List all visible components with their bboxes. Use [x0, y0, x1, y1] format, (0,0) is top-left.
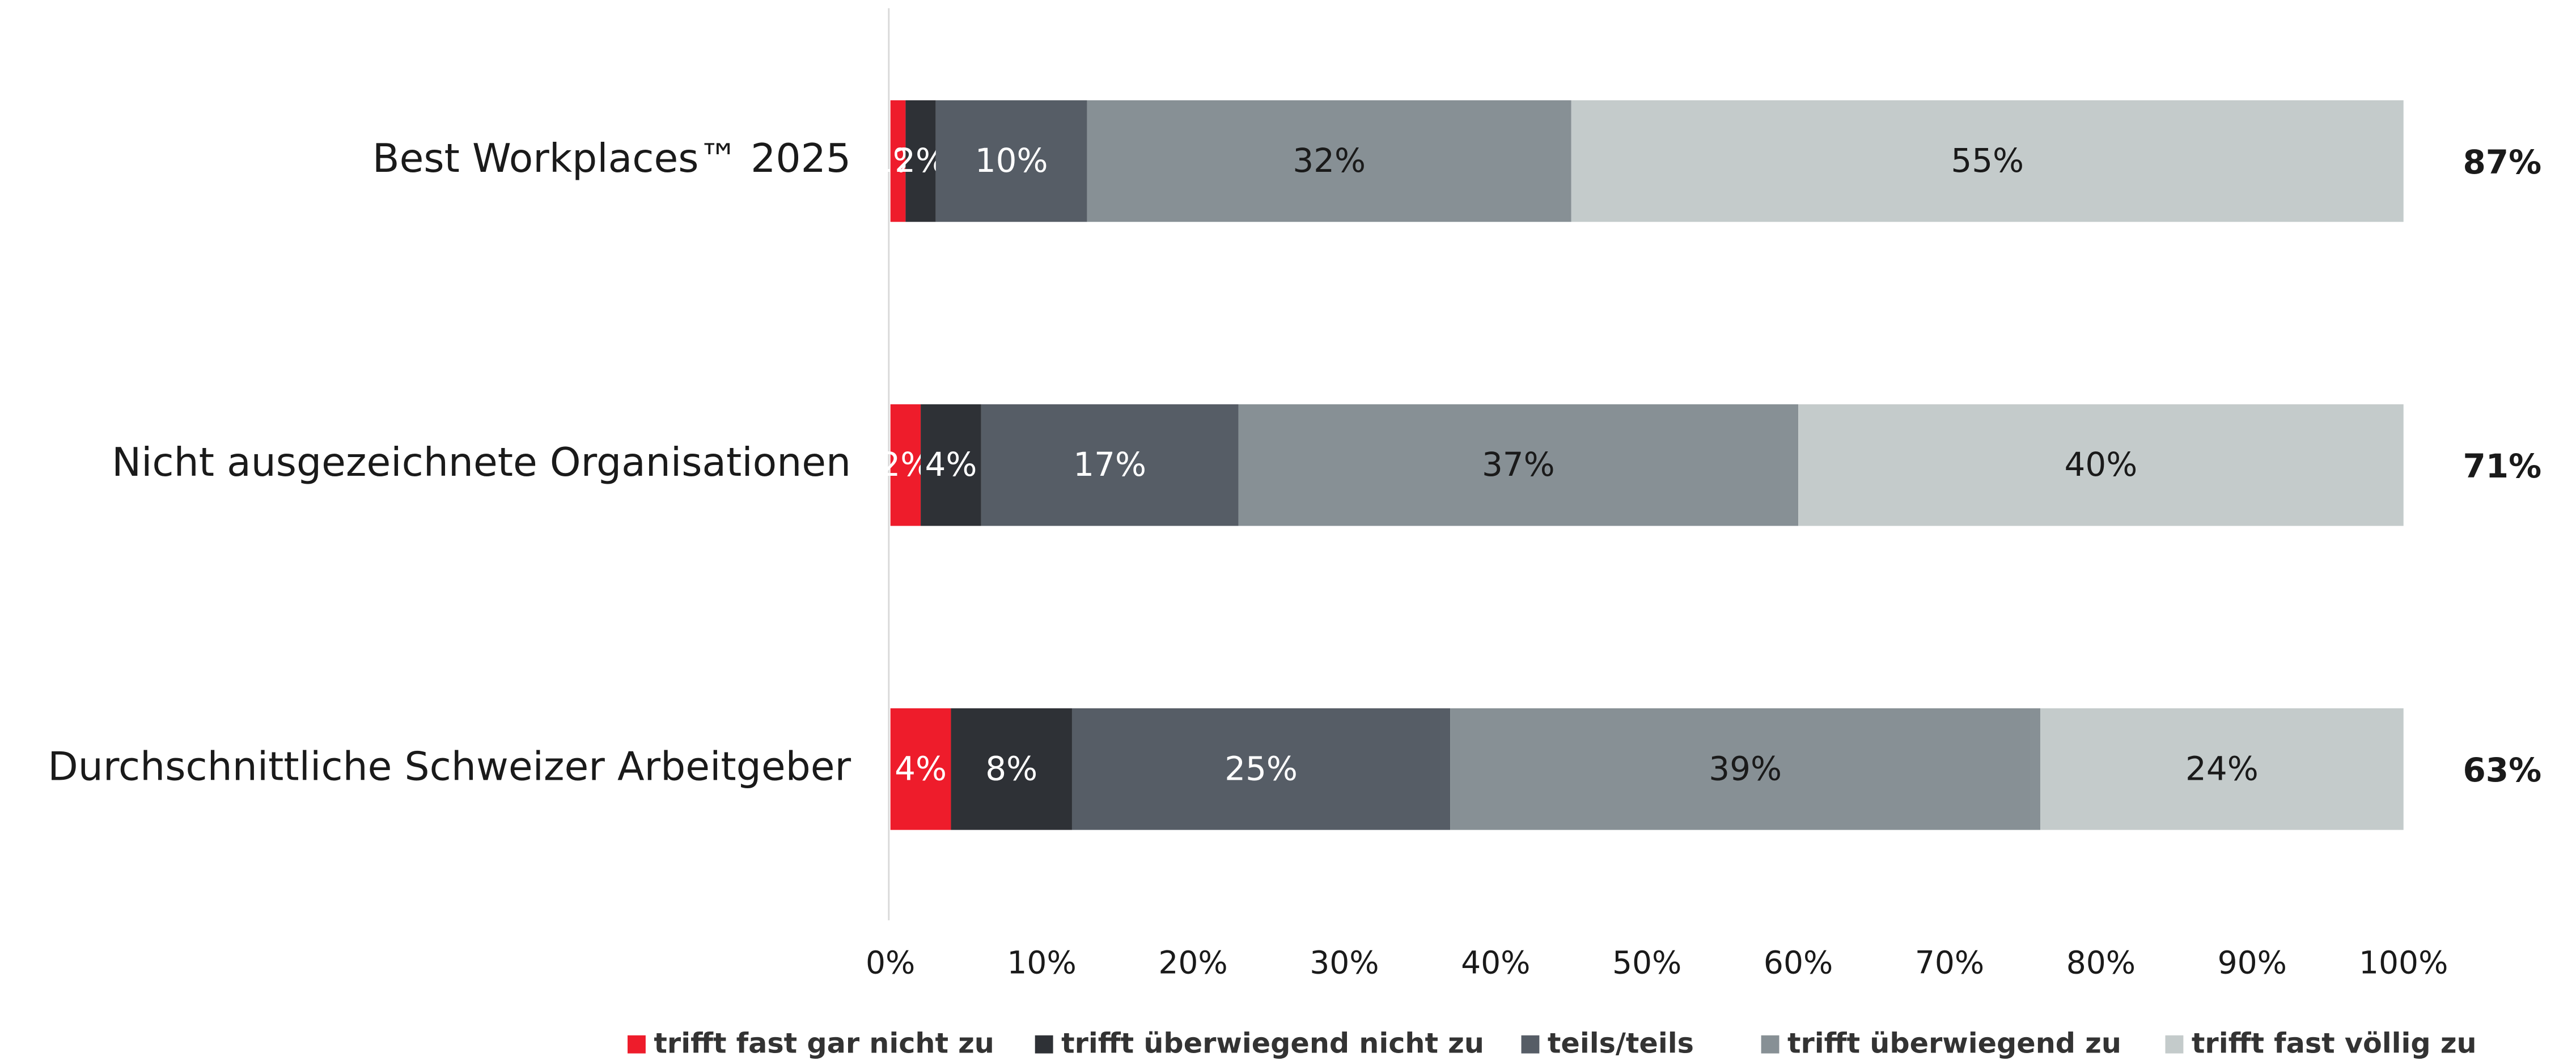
x-tick-label: 60%	[1764, 944, 1833, 980]
category-label: Durchschnittliche Schweizer Arbeitgeber	[48, 743, 851, 789]
x-tick-label: 20%	[1158, 944, 1227, 980]
value-label: 55%	[1951, 141, 2024, 180]
value-label: 25%	[1225, 749, 1298, 788]
x-tick-label: 10%	[1007, 944, 1076, 980]
bar-segment	[921, 404, 981, 526]
bar-segment	[1571, 100, 2404, 222]
legend-swatch	[1521, 1035, 1540, 1054]
value-label: 17%	[1073, 445, 1146, 484]
total-label: 63%	[2463, 751, 2541, 789]
bar-segment	[890, 404, 921, 526]
x-tick-label: 0%	[866, 944, 915, 980]
x-tick-label: 70%	[1915, 944, 1984, 980]
bar-segment	[890, 100, 906, 222]
legend-swatch	[2165, 1035, 2184, 1054]
total-label: 87%	[2463, 143, 2541, 181]
bar-segment	[981, 404, 1239, 526]
legend-label: trifft fast völlig zu	[2192, 1027, 2477, 1060]
value-label: 40%	[2065, 445, 2138, 484]
x-tick-label: 50%	[1612, 944, 1681, 980]
legend-label: trifft überwiegend zu	[1787, 1027, 2121, 1060]
x-tick-label: 90%	[2218, 944, 2287, 980]
legend-swatch	[1761, 1035, 1780, 1054]
bar-segment	[2040, 708, 2404, 830]
legend-label: trifft überwiegend nicht zu	[1061, 1027, 1484, 1060]
bar-segment	[935, 100, 1087, 222]
bar-segment	[1238, 404, 1799, 526]
bar-segment	[951, 708, 1072, 830]
x-tick-label: 30%	[1310, 944, 1379, 980]
bar-segment	[1450, 708, 2041, 830]
value-label: 32%	[1293, 141, 1366, 180]
bar-segment	[1087, 100, 1571, 222]
bar-segment	[1071, 708, 1451, 830]
value-label: 8%	[985, 749, 1037, 788]
bar-segment	[890, 708, 951, 830]
value-label: 24%	[2185, 749, 2259, 788]
legend-label: teils/teils	[1548, 1027, 1694, 1060]
value-label: 10%	[975, 141, 1048, 180]
value-label: 4%	[895, 749, 947, 788]
x-tick-label: 80%	[2066, 944, 2136, 980]
total-label: 71%	[2463, 447, 2541, 485]
category-label: Nicht ausgezeichnete Organisationen	[112, 439, 851, 485]
value-label: 37%	[1482, 445, 1555, 484]
bar-segment	[1798, 404, 2404, 526]
x-tick-label: 40%	[1461, 944, 1530, 980]
x-tick-label: 100%	[2359, 944, 2448, 980]
bar-segment	[905, 100, 936, 222]
category-label: Best Workplaces™ 2025	[372, 136, 851, 181]
value-label: 39%	[1709, 749, 1782, 788]
value-label: 4%	[925, 445, 977, 484]
legend-swatch	[628, 1035, 646, 1054]
legend-swatch	[1035, 1035, 1053, 1054]
legend-label: trifft fast gar nicht zu	[654, 1027, 994, 1060]
